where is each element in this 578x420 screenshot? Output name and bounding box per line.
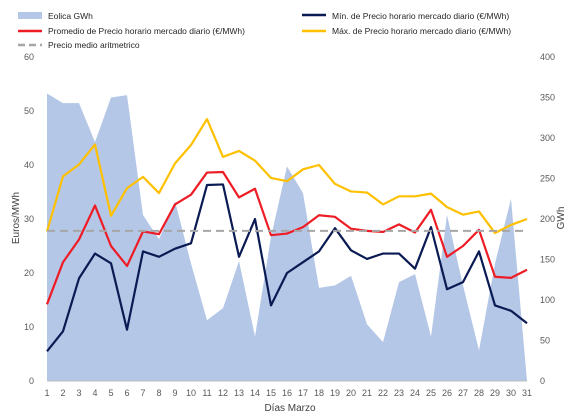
- x-tick: 8: [156, 388, 161, 398]
- x-tick: 7: [140, 388, 145, 398]
- y-tick-right: 150: [540, 255, 555, 265]
- y-tick-right: 250: [540, 174, 555, 184]
- x-tick: 4: [92, 388, 97, 398]
- x-tick: 1: [44, 388, 49, 398]
- x-tick: 15: [266, 388, 276, 398]
- plot-area: [45, 93, 528, 381]
- legend-label-max: Máx. de Precio horario mercado diario (€…: [332, 26, 511, 36]
- y-tick-left: 30: [24, 214, 34, 224]
- y-tick-left: 40: [24, 160, 34, 170]
- x-tick: 24: [410, 388, 420, 398]
- legend-label-promedio: Promedio de Precio horario mercado diari…: [48, 26, 245, 36]
- x-tick: 5: [108, 388, 113, 398]
- x-tick: 12: [218, 388, 228, 398]
- x-tick: 9: [172, 388, 177, 398]
- y-tick-right: 400: [540, 52, 555, 62]
- x-tick: 2: [60, 388, 65, 398]
- x-tick: 16: [282, 388, 292, 398]
- legend-item-min: Mín. de Precio horario mercado diario (€…: [302, 11, 509, 21]
- y-tick-right: 0: [540, 376, 545, 386]
- x-tick: 6: [124, 388, 129, 398]
- legend-label-min: Mín. de Precio horario mercado diario (€…: [332, 11, 509, 21]
- x-tick: 21: [362, 388, 372, 398]
- x-tick: 19: [330, 388, 340, 398]
- legend: Eolica GWh Mín. de Precio horario mercad…: [18, 11, 511, 50]
- series-area-eolica: [47, 93, 527, 381]
- legend-item-max: Máx. de Precio horario mercado diario (€…: [302, 26, 511, 36]
- x-tick: 27: [458, 388, 468, 398]
- y-tick-left: 60: [24, 52, 34, 62]
- legend-label-precio-medio: Precio medio aritmetrico: [48, 40, 140, 50]
- x-tick: 22: [378, 388, 388, 398]
- y-tick-left: 50: [24, 106, 34, 116]
- legend-item-promedio: Promedio de Precio horario mercado diari…: [18, 26, 245, 36]
- x-tick: 10: [186, 388, 196, 398]
- legend-label-eolica: Eolica GWh: [48, 11, 93, 21]
- y-tick-right: 100: [540, 295, 555, 305]
- y-tick-right: 50: [540, 336, 550, 346]
- x-axis-title: Días Marzo: [264, 403, 316, 414]
- series-line-promedio: [45, 170, 528, 305]
- x-tick: 13: [234, 388, 244, 398]
- x-tick: 26: [442, 388, 452, 398]
- y-tick-left: 20: [24, 268, 34, 278]
- x-tick: 17: [298, 388, 308, 398]
- legend-item-eolica: Eolica GWh: [18, 11, 93, 21]
- x-tick: 23: [394, 388, 404, 398]
- x-tick: 29: [490, 388, 500, 398]
- series-line-max: [45, 117, 528, 235]
- x-tick: 25: [426, 388, 436, 398]
- y-tick-left: 0: [29, 376, 34, 386]
- y-tick-right: 300: [540, 133, 555, 143]
- x-tick: 28: [474, 388, 484, 398]
- legend-item-precio-medio: Precio medio aritmetrico: [18, 40, 140, 50]
- x-tick: 31: [522, 388, 532, 398]
- x-tick: 14: [250, 388, 260, 398]
- series-line-min: [46, 183, 528, 352]
- y-tick-right: 350: [540, 93, 555, 103]
- y-axis-title-left: Euros/MWh: [11, 192, 22, 244]
- x-tick: 20: [346, 388, 356, 398]
- x-tick: 18: [314, 388, 324, 398]
- x-tick: 11: [202, 388, 211, 398]
- legend-swatch-eolica: [18, 12, 42, 19]
- y-tick-right: 200: [540, 214, 555, 224]
- x-tick: 3: [76, 388, 81, 398]
- y-axis-title-right: GWh: [556, 207, 567, 230]
- x-tick: 30: [506, 388, 516, 398]
- y-tick-left: 10: [24, 322, 34, 332]
